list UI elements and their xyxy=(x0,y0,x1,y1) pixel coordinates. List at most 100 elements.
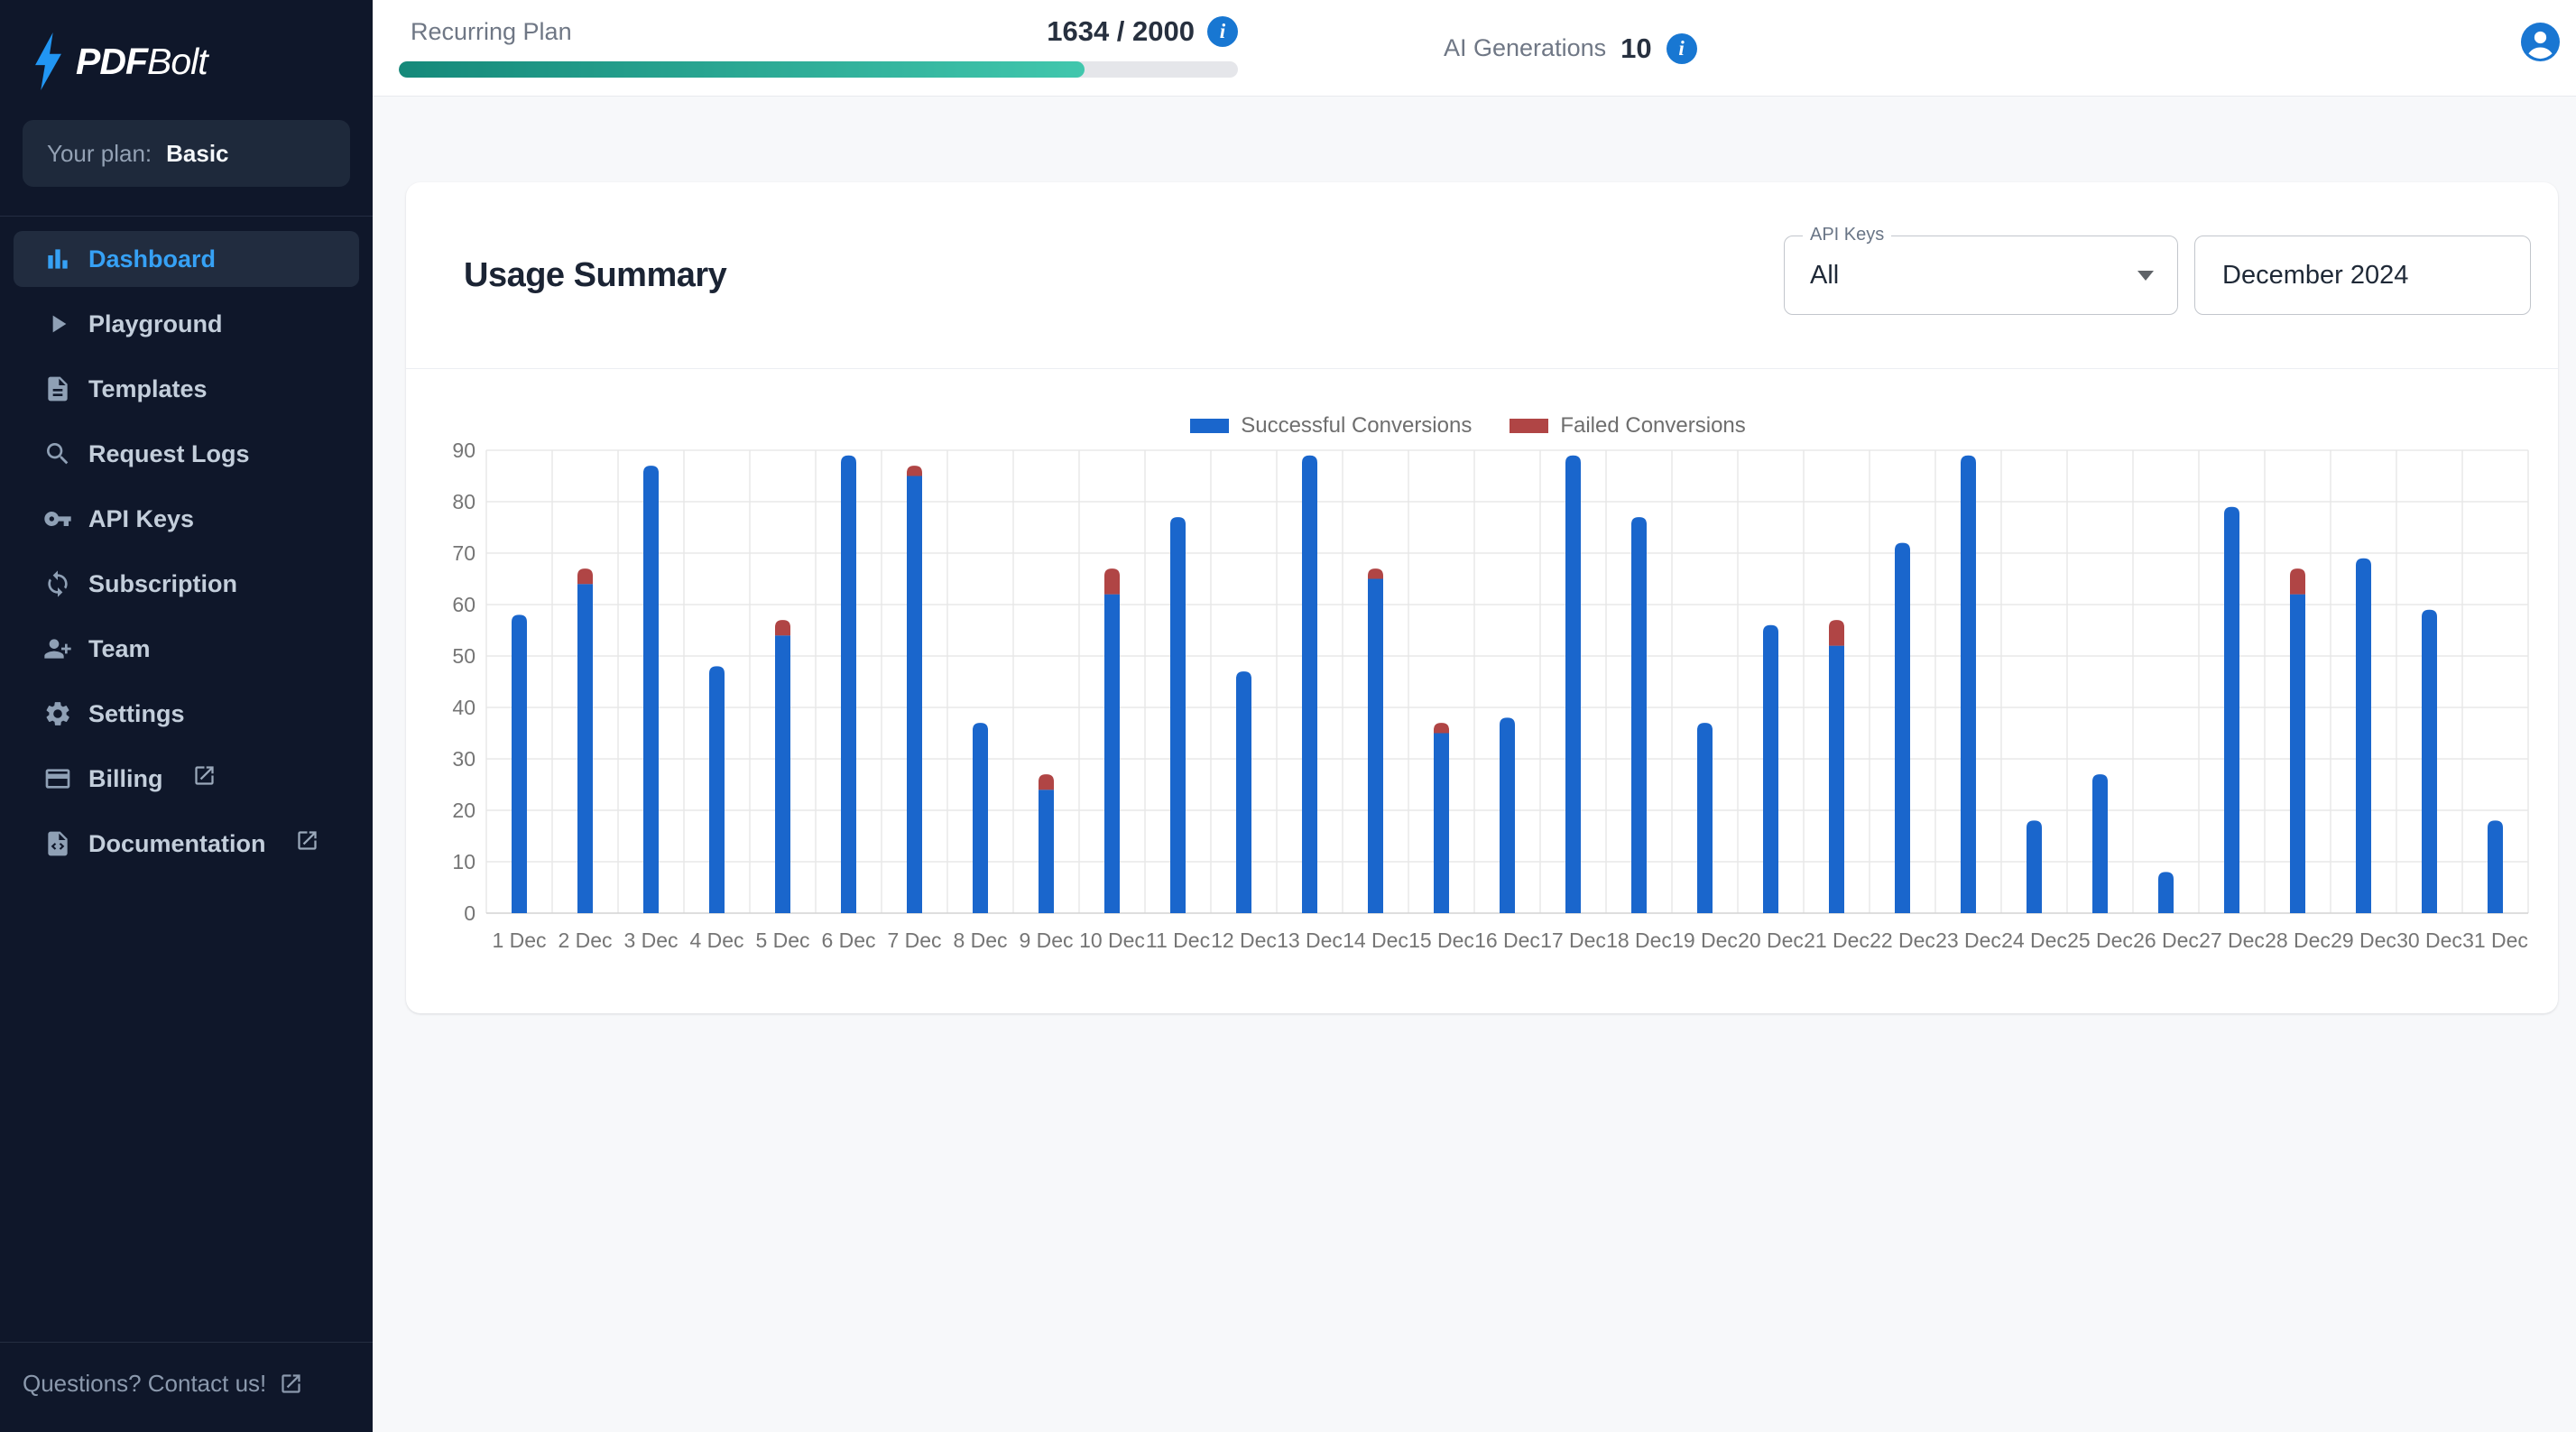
svg-text:80: 80 xyxy=(452,490,475,513)
svg-text:31 Dec: 31 Dec xyxy=(2462,928,2528,952)
bar-failed xyxy=(775,620,790,636)
bar-success xyxy=(1236,671,1251,913)
main: Usage Summary API Keys All December 2024… xyxy=(373,97,2576,1013)
plan-box: Your plan: Basic xyxy=(23,120,350,187)
bar-success xyxy=(2356,558,2371,913)
card-controls: API Keys All December 2024 xyxy=(1784,225,2531,315)
svg-text:14 Dec: 14 Dec xyxy=(1343,928,1408,952)
usage-progress-fill xyxy=(399,61,1085,78)
svg-text:30 Dec: 30 Dec xyxy=(2396,928,2462,952)
sidebar-item-team[interactable]: Team xyxy=(14,621,359,677)
bolt-icon xyxy=(35,32,61,90)
svg-text:1 Dec: 1 Dec xyxy=(492,928,546,952)
info-icon[interactable]: i xyxy=(1207,16,1238,47)
sidebar-item-api-keys[interactable]: API Keys xyxy=(14,491,359,547)
sidebar-footer: Questions? Contact us! xyxy=(0,1342,373,1432)
svg-text:20 Dec: 20 Dec xyxy=(1738,928,1804,952)
svg-text:2 Dec: 2 Dec xyxy=(558,928,612,952)
svg-text:13 Dec: 13 Dec xyxy=(1277,928,1343,952)
sidebar-item-label: Request Logs xyxy=(88,439,250,467)
svg-text:19 Dec: 19 Dec xyxy=(1672,928,1738,952)
bar-success xyxy=(709,666,725,913)
sidebar-item-label: Subscription xyxy=(88,569,238,597)
chevron-down-icon xyxy=(2137,271,2154,281)
bar-success xyxy=(1500,717,1515,913)
bar-failed xyxy=(1368,568,1383,579)
chart-legend: Successful Conversions Failed Conversions xyxy=(406,413,2530,439)
content-area: Recurring Plan 1634 / 2000 i AI Generati… xyxy=(373,0,2576,1432)
bar-success xyxy=(1895,542,1910,913)
usage-card: Usage Summary API Keys All December 2024… xyxy=(406,182,2558,1013)
sidebar-item-label: Team xyxy=(88,634,151,662)
legend-swatch xyxy=(1510,419,1549,433)
ai-generations: AI Generations 10 i xyxy=(1444,0,1697,97)
svg-text:26 Dec: 26 Dec xyxy=(2133,928,2199,952)
plan-value: Basic xyxy=(166,139,229,167)
bar-success xyxy=(2422,609,2437,913)
usage-meter: Recurring Plan 1634 / 2000 i xyxy=(399,12,1238,78)
svg-text:4 Dec: 4 Dec xyxy=(689,928,743,952)
sidebar-item-settings[interactable]: Settings xyxy=(14,686,359,742)
svg-text:3 Dec: 3 Dec xyxy=(623,928,678,952)
bar-success xyxy=(2027,820,2042,913)
bar-success xyxy=(2488,820,2503,913)
refresh-icon xyxy=(48,570,68,597)
svg-text:25 Dec: 25 Dec xyxy=(2067,928,2133,952)
sidebar-item-request-logs[interactable]: Request Logs xyxy=(14,426,359,482)
contact-link[interactable]: Questions? Contact us! xyxy=(23,1370,303,1398)
legend-label: Failed Conversions xyxy=(1560,413,1746,438)
legend-swatch xyxy=(1190,419,1230,433)
sidebar-item-subscription[interactable]: Subscription xyxy=(14,556,359,612)
bar-failed xyxy=(2290,568,2305,595)
svg-text:17 Dec: 17 Dec xyxy=(1540,928,1606,952)
bar-success xyxy=(2224,506,2239,913)
topbar: Recurring Plan 1634 / 2000 i AI Generati… xyxy=(373,0,2576,97)
svg-text:7 Dec: 7 Dec xyxy=(887,928,941,952)
bar-success xyxy=(1697,723,1713,913)
sidebar-item-label: Billing xyxy=(88,764,163,792)
brand-bold: PDF xyxy=(76,40,148,82)
svg-text:21 Dec: 21 Dec xyxy=(1804,928,1870,952)
api-keys-select-label: API Keys xyxy=(1803,225,1892,245)
bar-success xyxy=(907,476,922,913)
sidebar-item-playground[interactable]: Playground xyxy=(14,296,359,352)
api-keys-select[interactable]: API Keys All xyxy=(1784,225,2178,315)
contact-label: Questions? Contact us! xyxy=(23,1370,267,1397)
svg-text:70: 70 xyxy=(452,541,475,565)
avatar[interactable] xyxy=(2521,23,2560,61)
month-picker[interactable]: December 2024 xyxy=(2194,236,2531,315)
search-icon xyxy=(47,443,69,465)
bar-success xyxy=(1829,645,1844,913)
sidebar-item-documentation[interactable]: Documentation xyxy=(14,816,359,872)
bar-success xyxy=(1763,624,1778,913)
usage-progressbar xyxy=(399,61,1238,78)
svg-text:28 Dec: 28 Dec xyxy=(2265,928,2331,952)
svg-text:12 Dec: 12 Dec xyxy=(1211,928,1277,952)
document-icon xyxy=(48,376,68,402)
sidebar-item-templates[interactable]: Templates xyxy=(14,361,359,417)
bar-success xyxy=(1631,517,1647,913)
bar-success xyxy=(973,723,988,913)
sidebar-item-billing[interactable]: Billing xyxy=(14,751,359,807)
bar-success xyxy=(1368,578,1383,913)
ai-info-icon[interactable]: i xyxy=(1666,32,1697,64)
svg-text:29 Dec: 29 Dec xyxy=(2331,928,2396,952)
bar-success xyxy=(1302,455,1317,913)
api-keys-select-value: All xyxy=(1810,260,1840,290)
svg-text:23 Dec: 23 Dec xyxy=(1935,928,2001,952)
legend-label: Successful Conversions xyxy=(1241,413,1473,438)
svg-text:20: 20 xyxy=(452,799,475,822)
bar-failed xyxy=(1829,620,1844,646)
gear-icon xyxy=(46,702,69,725)
svg-text:15 Dec: 15 Dec xyxy=(1408,928,1474,952)
credit-card-icon xyxy=(45,769,70,789)
svg-text:40: 40 xyxy=(452,696,475,719)
svg-text:22 Dec: 22 Dec xyxy=(1870,928,1935,952)
svg-text:10: 10 xyxy=(452,850,475,873)
bar-chart-icon xyxy=(48,249,68,269)
bar-success xyxy=(1434,733,1449,913)
bar-success xyxy=(1170,517,1186,913)
sidebar-item-dashboard[interactable]: Dashboard xyxy=(14,231,359,287)
bar-success xyxy=(841,455,856,913)
